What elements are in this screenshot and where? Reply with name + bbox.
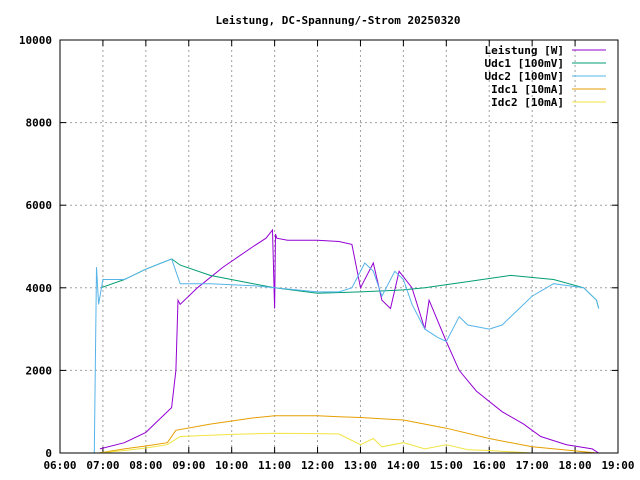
x-tick-label: 10:00 xyxy=(215,459,248,472)
series-line-2 xyxy=(93,258,600,454)
legend-label: Udc1 [100mV] xyxy=(485,57,564,70)
series-line-4 xyxy=(98,432,576,454)
x-tick-label: 06:00 xyxy=(43,459,76,472)
legend-label: Idc2 [10mA] xyxy=(491,96,564,109)
legend-label: Idc1 [10mA] xyxy=(491,83,564,96)
x-tick-label: 19:00 xyxy=(601,459,634,472)
series-line-1 xyxy=(100,258,600,309)
plot-frame xyxy=(59,39,619,454)
y-tick-label: 8000 xyxy=(26,117,53,130)
x-tick-label: 16:00 xyxy=(473,459,506,472)
x-tick-label: 15:00 xyxy=(430,459,463,472)
series-line-0 xyxy=(99,228,599,454)
x-tick-label: 14:00 xyxy=(387,459,420,472)
y-tick-label: 2000 xyxy=(26,364,53,377)
x-tick-label: 18:00 xyxy=(559,459,592,472)
y-tick-label: 10000 xyxy=(19,34,52,47)
x-tick-label: 08:00 xyxy=(129,459,162,472)
x-tick-label: 11:00 xyxy=(258,459,291,472)
legend-label: Leistung [W] xyxy=(485,44,564,57)
y-tick-label: 0 xyxy=(45,447,52,460)
x-tick-label: 07:00 xyxy=(86,459,119,472)
series-line-3 xyxy=(98,415,597,454)
y-tick-label: 4000 xyxy=(26,282,53,295)
legend-label: Udc2 [100mV] xyxy=(485,70,564,83)
y-tick-label: 6000 xyxy=(26,199,53,212)
chart-title: Leistung, DC-Spannung/-Strom 20250320 xyxy=(215,14,460,27)
x-tick-label: 13:00 xyxy=(344,459,377,472)
x-tick-label: 09:00 xyxy=(172,459,205,472)
x-tick-label: 12:00 xyxy=(301,459,334,472)
x-tick-label: 17:00 xyxy=(516,459,549,472)
